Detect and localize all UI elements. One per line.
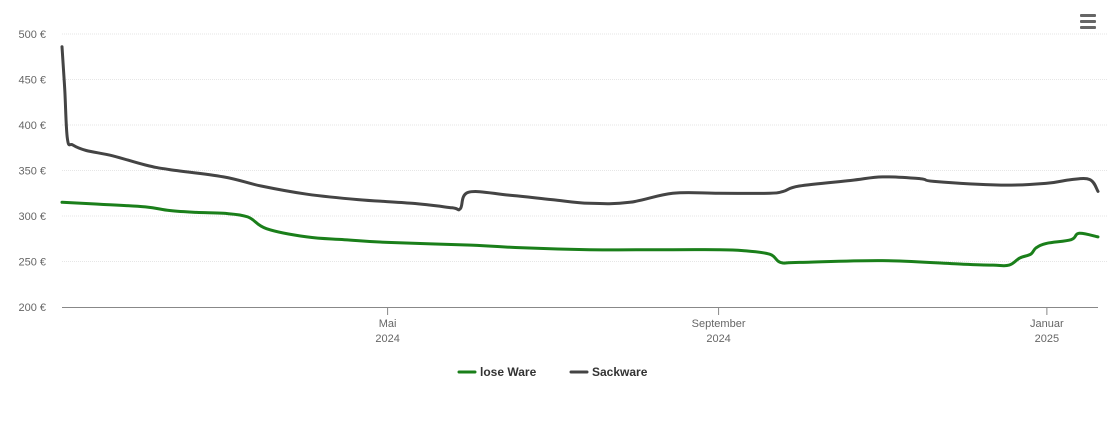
y-tick-label: 450 € xyxy=(18,75,46,87)
hamburger-menu-icon xyxy=(1080,20,1096,23)
x-tick-month-label: September xyxy=(692,318,746,330)
series-line-lose-ware[interactable] xyxy=(60,200,1100,268)
chart-menu-button[interactable] xyxy=(1076,10,1100,32)
legend-item[interactable]: lose Ware xyxy=(457,365,537,379)
x-tick-year-label: 2025 xyxy=(1035,333,1059,345)
grid-lines xyxy=(62,33,1108,262)
y-tick-label: 250 € xyxy=(18,257,46,269)
legend[interactable]: lose Ware Sackware xyxy=(457,365,648,379)
legend-label: Sackware xyxy=(592,365,648,379)
hamburger-menu-icon xyxy=(1080,26,1096,29)
hamburger-menu-icon xyxy=(1080,14,1096,17)
x-tick-year-label: 2024 xyxy=(375,333,399,345)
x-tick-year-label: 2024 xyxy=(706,333,730,345)
y-tick-label: 200 € xyxy=(18,302,46,314)
x-tick-month-label: Januar xyxy=(1030,318,1064,330)
series-line-sackware[interactable] xyxy=(60,45,1100,212)
legend-label: lose Ware xyxy=(480,365,537,379)
y-tick-label: 500 € xyxy=(18,29,46,41)
x-tick-month-label: Mai xyxy=(379,318,397,330)
y-tick-label: 350 € xyxy=(18,166,46,178)
y-axis: 200 € 250 € 300 € 350 € 400 € 450 € 500 € xyxy=(18,29,46,314)
y-tick-label: 300 € xyxy=(18,211,46,223)
series-lines xyxy=(60,45,1100,268)
legend-item[interactable]: Sackware xyxy=(569,365,648,379)
y-tick-label: 400 € xyxy=(18,120,46,132)
x-axis: Mai 2024 September 2024 Januar 2025 xyxy=(62,307,1098,345)
